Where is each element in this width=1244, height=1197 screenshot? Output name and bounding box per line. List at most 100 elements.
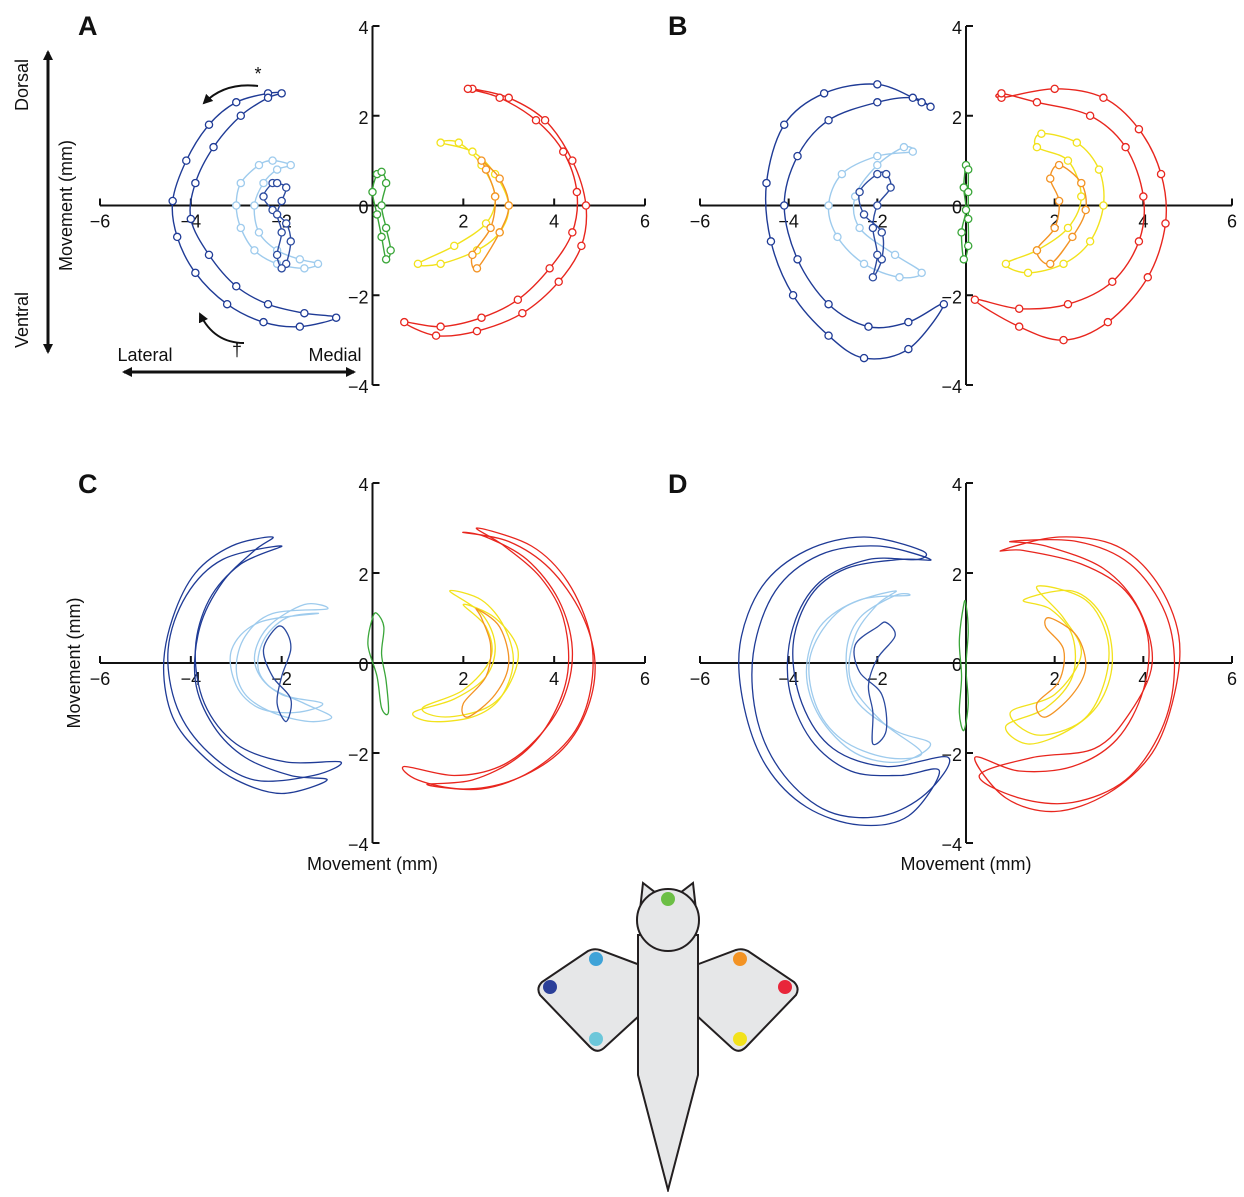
y-tick-label: 4 bbox=[358, 18, 368, 38]
figure: Dorsal Ventral Lateral Medial * † A−6−4−… bbox=[0, 0, 1244, 1192]
sample-point bbox=[905, 346, 912, 353]
sample-point bbox=[478, 314, 485, 321]
y-tick-label: 4 bbox=[952, 18, 962, 38]
sample-point bbox=[478, 157, 485, 164]
x-tick-label: 4 bbox=[549, 212, 559, 232]
y-tick-label: −4 bbox=[941, 377, 962, 397]
sample-point bbox=[869, 224, 876, 231]
sample-point bbox=[874, 153, 881, 160]
y-tick-label: 0 bbox=[358, 655, 368, 675]
x-tick-label: 2 bbox=[458, 669, 468, 689]
sample-point bbox=[878, 229, 885, 236]
sample-point bbox=[555, 278, 562, 285]
sample-point bbox=[496, 175, 503, 182]
sample-point bbox=[1016, 305, 1023, 312]
sample-point bbox=[455, 139, 462, 146]
x-tick-label: −6 bbox=[690, 212, 711, 232]
sample-point bbox=[233, 99, 240, 106]
sample-point bbox=[1064, 224, 1071, 231]
sample-point bbox=[174, 233, 181, 240]
sample-point bbox=[541, 117, 548, 124]
sample-point bbox=[532, 117, 539, 124]
sample-point bbox=[1056, 162, 1063, 169]
sample-point bbox=[383, 256, 390, 263]
sample-point bbox=[1122, 144, 1129, 151]
sample-point bbox=[860, 211, 867, 218]
sample-point bbox=[958, 229, 965, 236]
sample-point bbox=[274, 166, 281, 173]
sample-point bbox=[569, 157, 576, 164]
sample-point bbox=[464, 85, 471, 92]
x-tick-label: 6 bbox=[640, 212, 650, 232]
sample-point bbox=[469, 148, 476, 155]
curved-arrow bbox=[204, 85, 258, 103]
sample-point bbox=[278, 197, 285, 204]
sample-point bbox=[255, 229, 262, 236]
sample-point bbox=[573, 188, 580, 195]
sample-point bbox=[1135, 238, 1142, 245]
sample-point bbox=[790, 292, 797, 299]
y-tick-label: 2 bbox=[358, 565, 368, 585]
sample-point bbox=[860, 260, 867, 267]
sample-point bbox=[274, 179, 281, 186]
sample-point bbox=[1033, 99, 1040, 106]
x-axis-label: Movement (mm) bbox=[307, 854, 438, 874]
panel-label: D bbox=[668, 469, 688, 499]
sample-point bbox=[1073, 139, 1080, 146]
sample-point bbox=[274, 211, 281, 218]
sample-point bbox=[1051, 85, 1058, 92]
sample-point bbox=[821, 90, 828, 97]
star-label: * bbox=[254, 64, 261, 84]
sample-point bbox=[469, 251, 476, 258]
sample-point bbox=[1060, 337, 1067, 344]
x-tick-label: −6 bbox=[690, 669, 711, 689]
sample-point bbox=[1064, 157, 1071, 164]
sample-point bbox=[260, 179, 267, 186]
y-tick-label: −2 bbox=[348, 287, 369, 307]
sample-point bbox=[1047, 175, 1054, 182]
sample-point bbox=[473, 265, 480, 272]
sample-point bbox=[1078, 179, 1085, 186]
dagger-label: † bbox=[232, 340, 242, 360]
sample-point bbox=[560, 148, 567, 155]
sample-point bbox=[1078, 193, 1085, 200]
sample-point bbox=[874, 202, 881, 209]
sample-point bbox=[264, 94, 271, 101]
sample-point bbox=[1109, 278, 1116, 285]
plot-panel: C−6−4−2246−4−2024Movement (mm)Movement (… bbox=[64, 469, 650, 874]
sample-point bbox=[781, 121, 788, 128]
sample-point bbox=[192, 179, 199, 186]
sample-point bbox=[887, 184, 894, 191]
sample-point bbox=[1056, 197, 1063, 204]
x-tick-label: −6 bbox=[90, 212, 111, 232]
sample-point bbox=[492, 193, 499, 200]
sample-point bbox=[1082, 206, 1089, 213]
y-tick-label: −2 bbox=[941, 745, 962, 765]
x-tick-label: −2 bbox=[867, 669, 888, 689]
sample-point bbox=[505, 94, 512, 101]
sample-point bbox=[437, 323, 444, 330]
x-tick-label: −6 bbox=[90, 669, 111, 689]
sample-point bbox=[865, 323, 872, 330]
sample-point bbox=[187, 215, 194, 222]
sample-point bbox=[940, 301, 947, 308]
sample-point bbox=[856, 188, 863, 195]
sample-point bbox=[205, 121, 212, 128]
curved-arrow bbox=[200, 314, 244, 343]
trajectory bbox=[809, 591, 922, 759]
sample-point bbox=[965, 166, 972, 173]
sample-point bbox=[255, 162, 262, 169]
sample-point bbox=[1069, 233, 1076, 240]
sample-point bbox=[505, 202, 512, 209]
y-tick-label: 4 bbox=[358, 475, 368, 495]
animal-diagram bbox=[538, 883, 797, 1190]
x-tick-label: 6 bbox=[1227, 669, 1237, 689]
sample-point bbox=[1100, 94, 1107, 101]
sample-point bbox=[965, 242, 972, 249]
sample-point bbox=[1087, 112, 1094, 119]
sample-point bbox=[260, 319, 267, 326]
sample-point bbox=[251, 202, 258, 209]
sample-point bbox=[896, 274, 903, 281]
sample-point bbox=[296, 323, 303, 330]
sample-point bbox=[825, 202, 832, 209]
